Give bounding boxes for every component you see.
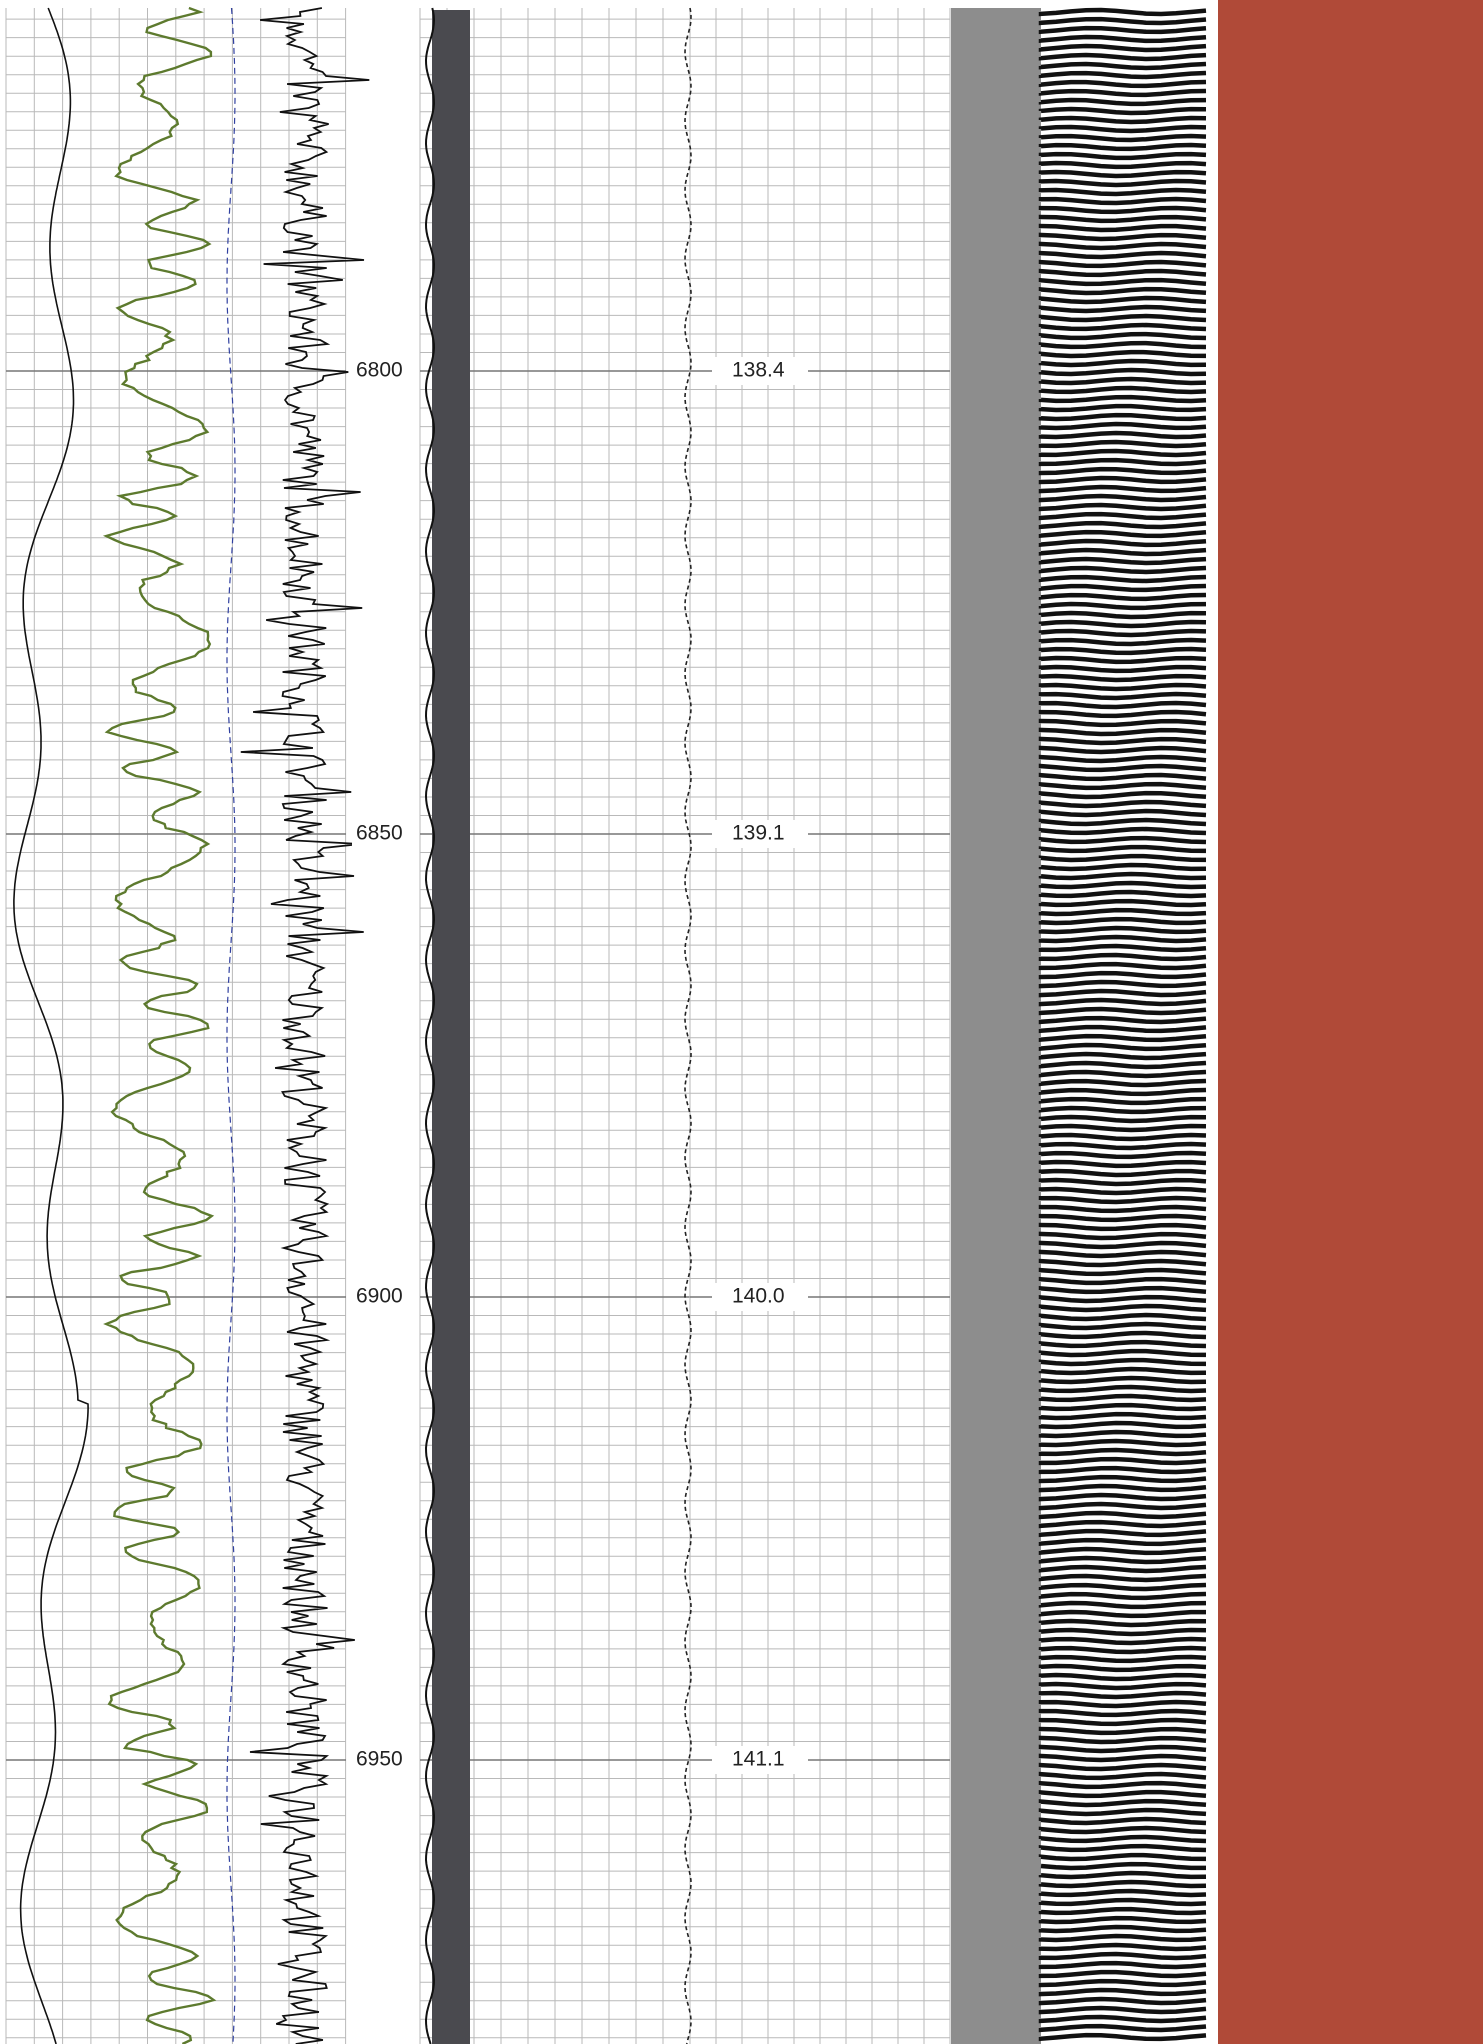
sonic-curve [240, 7, 370, 2044]
grid-major [6, 370, 346, 1761]
time-label-bg [712, 357, 808, 385]
depth-label-bg [352, 1746, 414, 1774]
time-label-bg [712, 820, 808, 848]
depth-label: 6800 [356, 359, 403, 382]
time-label: 138.4 [732, 359, 785, 382]
grid-minor [689, 8, 951, 2044]
time-curve [684, 7, 692, 2044]
red-track [1218, 0, 1483, 2044]
depth-label-bg [352, 1283, 414, 1311]
depth-label-bg [352, 357, 414, 385]
gray-band [951, 8, 1041, 2044]
time-label: 141.1 [732, 1748, 785, 1771]
grid-major [690, 370, 950, 1761]
wave-stripes [1038, 7, 1207, 2042]
depth-label: 6900 [356, 1285, 403, 1308]
depth-label: 6850 [356, 822, 403, 845]
time-label: 139.1 [732, 822, 785, 845]
grid-minor [419, 8, 691, 2044]
depth-label: 6950 [356, 1748, 403, 1771]
time-label-bg [712, 1746, 808, 1774]
dark-band [432, 10, 470, 2044]
time-label-bg [712, 1283, 808, 1311]
grid-major [420, 370, 690, 1761]
gamma-curve [102, 6, 217, 2044]
time-label: 140.0 [732, 1285, 785, 1308]
resistivity-curve [13, 7, 89, 2044]
depth-label-bg [352, 820, 414, 848]
caliper-curve [424, 7, 436, 2044]
